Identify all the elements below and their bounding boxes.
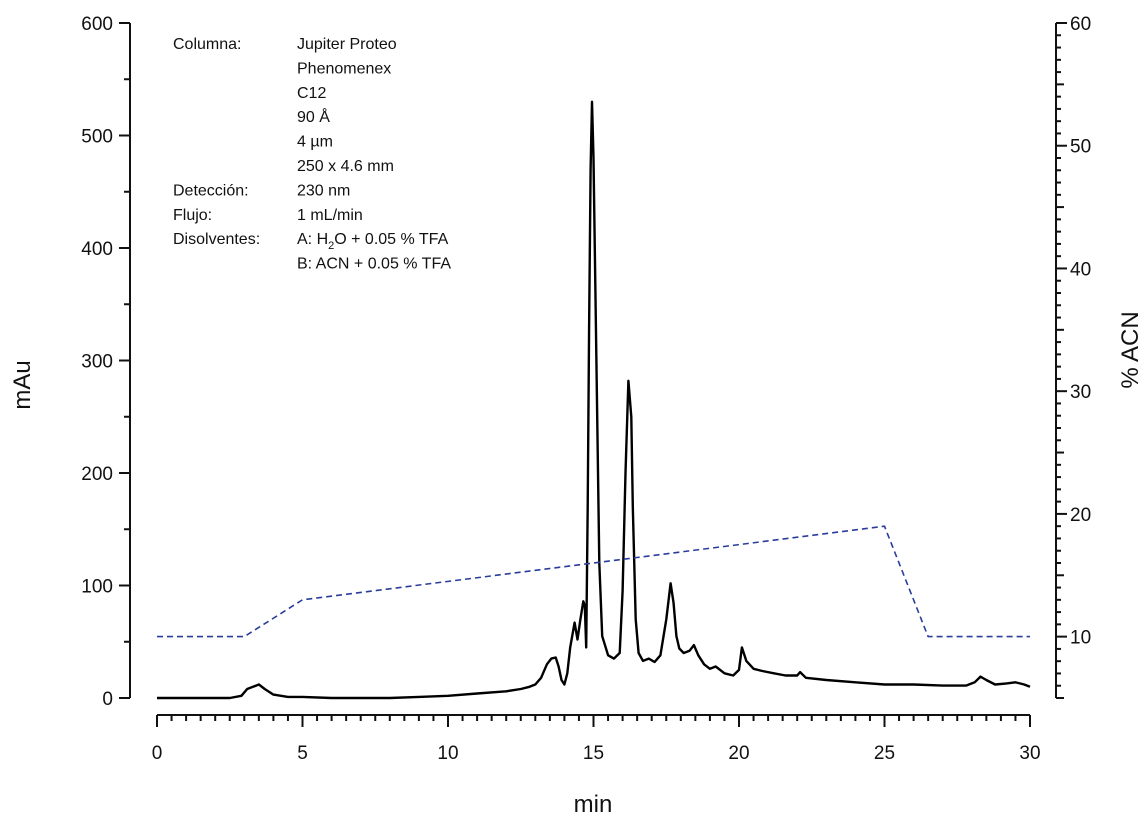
x-tick-label: 20 (728, 743, 749, 764)
left-tick-label: 0 (102, 689, 113, 710)
info-value: C12 (297, 85, 326, 102)
right-tick-label: 60 (1070, 14, 1091, 35)
x-tick-label: 15 (583, 743, 604, 764)
info-label: Detección: (173, 182, 249, 199)
right-y-axis-title: % ACN (1117, 311, 1144, 388)
info-value: Phenomenex (297, 60, 391, 77)
info-value: B: ACN + 0.05 % TFA (297, 256, 451, 273)
right-y-axis: 10 20 30 40 50 60 (1055, 14, 1091, 699)
left-tick-label: 300 (81, 352, 113, 373)
info-value: 90 Å (297, 107, 330, 126)
series-layer (157, 100, 1031, 700)
left-tick-label: 200 (81, 464, 113, 485)
left-tick-label: 500 (81, 127, 113, 148)
left-tick-label: 100 (81, 577, 113, 598)
absorbance-trace (157, 100, 1031, 700)
x-axis-title: min (574, 791, 613, 818)
left-tick-label: 400 (81, 239, 113, 260)
right-tick-label: 10 (1070, 628, 1091, 649)
info-label: Columna: (173, 36, 241, 53)
info-value: Jupiter Proteo (297, 36, 397, 53)
info-value: 230 nm (297, 182, 350, 199)
left-tick-label: 600 (81, 14, 113, 35)
info-label: Flujo: (173, 207, 212, 224)
right-tick-label: 20 (1070, 505, 1091, 526)
method-info-block: Columna: Jupiter Proteo Phenomenex C12 90 Å 4… (173, 36, 451, 273)
right-tick-label: 50 (1070, 137, 1091, 158)
left-y-axis: 0 100 200 300 400 500 600 (81, 14, 131, 710)
right-tick-label: 40 (1070, 259, 1091, 280)
info-label: Disolventes: (173, 231, 260, 248)
info-value: 1 mL/min (297, 207, 363, 224)
x-tick-label: 25 (874, 743, 895, 764)
info-value: 4 µm (297, 134, 333, 151)
x-tick-label: 0 (152, 743, 163, 764)
info-value: 250 x 4.6 mm (297, 158, 394, 175)
right-tick-label: 30 (1070, 382, 1091, 403)
x-tick-label: 10 (437, 743, 458, 764)
left-y-axis-title: mAu (9, 360, 36, 409)
acn-gradient-line (157, 525, 1030, 638)
x-axis: 0 5 10 15 20 25 30 (152, 714, 1041, 764)
x-tick-label: 30 (1019, 743, 1040, 764)
x-tick-label: 5 (297, 743, 308, 764)
info-value: A: H2O + 0.05 % TFA (297, 231, 449, 252)
